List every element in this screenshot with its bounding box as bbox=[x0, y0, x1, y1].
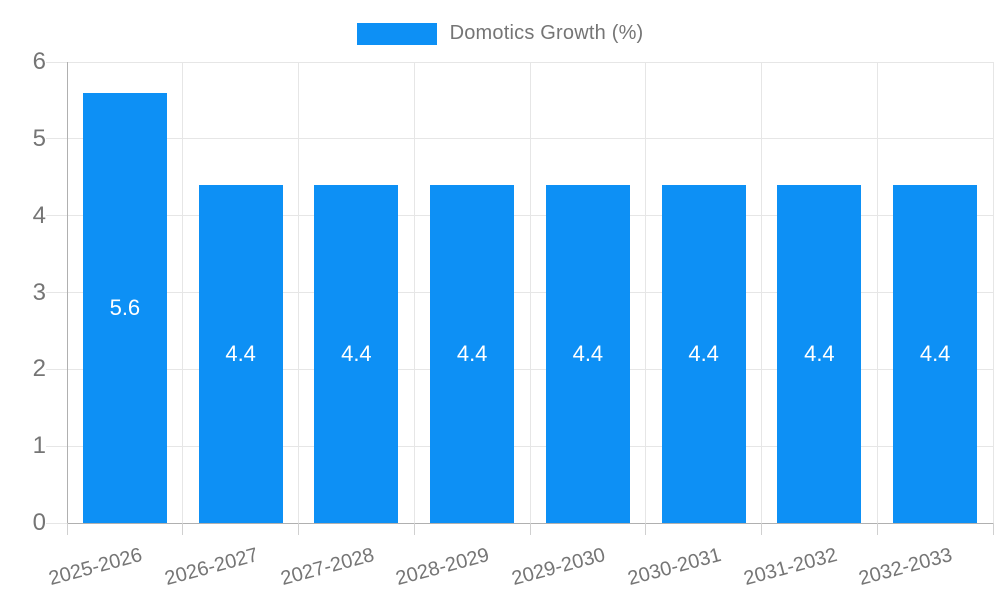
y-axis-tick bbox=[46, 445, 67, 447]
y-axis-tick bbox=[46, 61, 67, 63]
y-axis-tick bbox=[46, 215, 67, 217]
x-gridline bbox=[529, 62, 531, 523]
x-gridline bbox=[876, 62, 878, 523]
bar[interactable] bbox=[661, 184, 746, 523]
bar-value-label: 5.6 bbox=[109, 294, 141, 320]
bar[interactable] bbox=[198, 184, 283, 523]
y-axis-tick bbox=[46, 522, 67, 524]
legend-label: Domotics Growth (%) bbox=[449, 22, 644, 44]
bar-value-label: 4.4 bbox=[572, 340, 604, 366]
bar-value-label: 4.4 bbox=[225, 340, 256, 366]
bar-value-label: 4.4 bbox=[804, 340, 835, 366]
legend-swatch bbox=[356, 22, 437, 45]
bar[interactable] bbox=[82, 92, 167, 523]
x-gridline bbox=[413, 62, 415, 523]
x-gridline bbox=[298, 62, 299, 523]
bar-value-label: 4.4 bbox=[688, 340, 719, 366]
x-gridline bbox=[182, 62, 184, 523]
x-gridline bbox=[992, 62, 994, 523]
x-axis-tick-label: 2028-2029 bbox=[393, 543, 493, 590]
x-axis-tick bbox=[529, 523, 531, 535]
y-axis-tick-label: 3 bbox=[32, 278, 46, 306]
x-axis-tick-label: 2026-2027 bbox=[162, 543, 261, 590]
legend[interactable]: Domotics Growth (%) bbox=[0, 22, 1000, 45]
y-axis-line bbox=[66, 62, 68, 523]
y-axis-tick-label: 0 bbox=[32, 509, 46, 536]
x-axis-tick-label: 2030-2031 bbox=[625, 543, 724, 590]
x-axis-tick-label: 2031-2032 bbox=[741, 543, 840, 590]
y-axis-tick bbox=[46, 368, 67, 370]
bar-value-label: 4.4 bbox=[919, 340, 951, 366]
y-axis-tick-label: 2 bbox=[32, 355, 46, 383]
bar[interactable] bbox=[314, 184, 399, 523]
x-axis-tick-label: 2029-2030 bbox=[509, 543, 608, 590]
y-axis-tick-label: 6 bbox=[32, 48, 46, 75]
y-axis-tick bbox=[46, 292, 67, 293]
y-axis-tick-label: 1 bbox=[32, 432, 46, 460]
x-axis-tick bbox=[413, 523, 415, 535]
bar[interactable] bbox=[545, 184, 630, 523]
x-axis-tick bbox=[66, 523, 68, 535]
x-axis-tick bbox=[876, 523, 878, 535]
y-axis-tick-label: 5 bbox=[32, 124, 46, 152]
bar-value-label: 4.4 bbox=[456, 340, 488, 366]
bar-value-label: 4.4 bbox=[341, 340, 372, 366]
bar[interactable] bbox=[893, 184, 978, 523]
y-axis-tick bbox=[46, 138, 67, 140]
x-axis-tick bbox=[298, 523, 299, 535]
x-axis-tick-label: 2025-2026 bbox=[46, 543, 145, 590]
x-axis-tick-label: 2027-2028 bbox=[278, 543, 377, 590]
x-axis-tick bbox=[645, 523, 647, 535]
bar[interactable] bbox=[430, 184, 515, 523]
x-axis-tick bbox=[182, 523, 184, 535]
x-axis-tick-label: 2032-2033 bbox=[856, 543, 956, 590]
y-axis-tick-label: 4 bbox=[32, 201, 46, 229]
x-axis-tick bbox=[992, 523, 994, 535]
x-gridline bbox=[645, 62, 647, 523]
x-gridline bbox=[761, 62, 762, 523]
bar[interactable] bbox=[777, 184, 862, 523]
x-axis-tick bbox=[761, 523, 762, 535]
